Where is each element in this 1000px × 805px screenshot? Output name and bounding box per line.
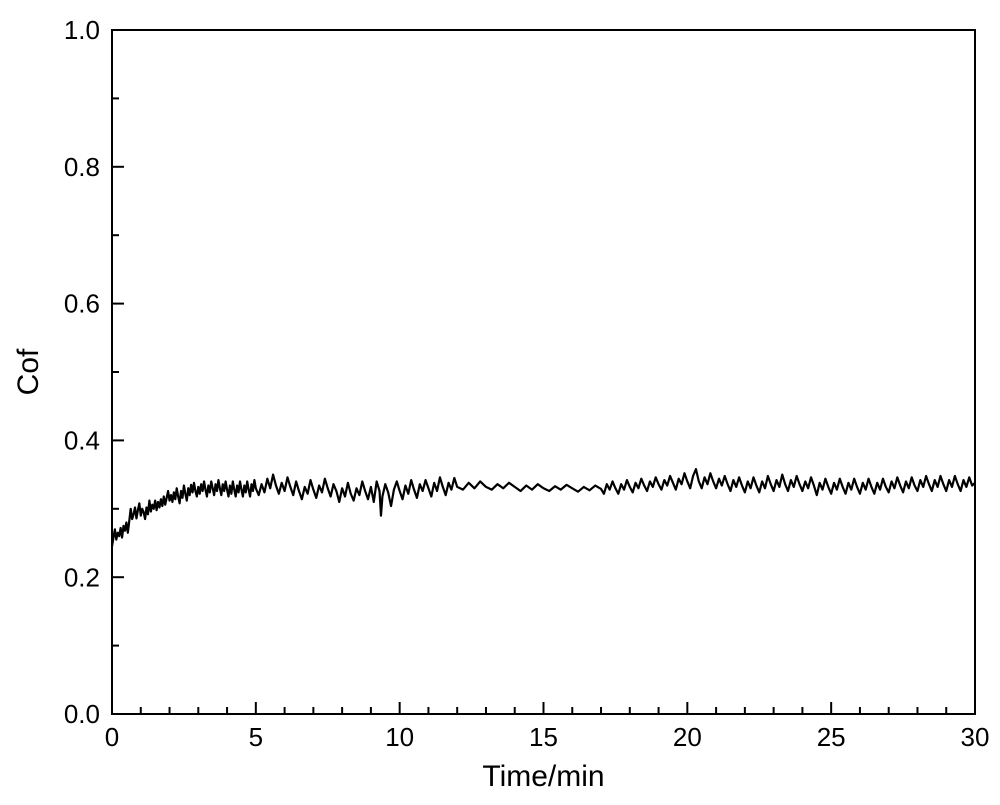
x-tick-label: 25 bbox=[817, 722, 846, 752]
y-tick-label: 0.8 bbox=[64, 152, 100, 182]
x-tick-label: 10 bbox=[385, 722, 414, 752]
y-tick-label: 0.4 bbox=[64, 426, 100, 456]
x-axis-title: Time/min bbox=[482, 760, 604, 793]
y-tick-label: 0.6 bbox=[64, 289, 100, 319]
y-tick-label: 1.0 bbox=[64, 15, 100, 45]
x-tick-label: 0 bbox=[105, 722, 119, 752]
x-tick-label: 15 bbox=[529, 722, 558, 752]
y-tick-label: 0.0 bbox=[64, 699, 100, 729]
y-tick-label: 0.2 bbox=[64, 562, 100, 592]
x-tick-label: 5 bbox=[249, 722, 263, 752]
line-chart: 0 5 10 15 20 25 30 0.0 0.2 0.4 0.6 0.8 1.0 Time/min Co… bbox=[0, 0, 1000, 805]
chart-container: 0 5 10 15 20 25 30 0.0 0.2 0.4 0.6 0.8 1.0 Time/min Co… bbox=[0, 0, 1000, 805]
y-axis-title: Cof bbox=[12, 348, 45, 395]
x-tick-label: 30 bbox=[961, 722, 990, 752]
x-tick-label: 20 bbox=[673, 722, 702, 752]
